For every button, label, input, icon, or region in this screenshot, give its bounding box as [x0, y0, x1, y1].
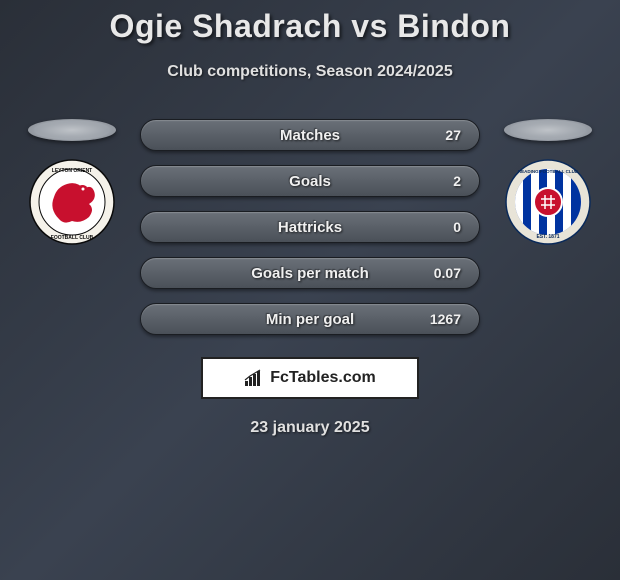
stat-right-value: 1267 [421, 311, 461, 327]
attribution-text: FcTables.com [270, 369, 376, 387]
stat-right-value: 2 [421, 173, 461, 189]
stats-area: LEYTON ORIENT FOOTBALL CLUB Matches 27 G… [0, 119, 620, 335]
subtitle: Club competitions, Season 2024/2025 [0, 63, 620, 81]
stat-row-hattricks: Hattricks 0 [140, 211, 480, 243]
svg-text:FOOTBALL CLUB: FOOTBALL CLUB [51, 235, 94, 241]
stat-right-value: 0.07 [421, 265, 461, 281]
reading-badge: READING FOOTBALL CLUB EST. 1871 [505, 159, 591, 245]
left-player-col: LEYTON ORIENT FOOTBALL CLUB [22, 119, 122, 245]
stat-row-goals-per-match: Goals per match 0.07 [140, 257, 480, 289]
svg-text:READING FOOTBALL CLUB: READING FOOTBALL CLUB [518, 169, 579, 174]
club-crest-right-icon: READING FOOTBALL CLUB EST. 1871 [505, 159, 591, 245]
attribution-box[interactable]: FcTables.com [201, 357, 419, 399]
date-label: 23 january 2025 [0, 419, 620, 437]
stat-label: Hattricks [278, 219, 342, 236]
svg-text:EST. 1871: EST. 1871 [536, 234, 559, 240]
stat-right-value: 27 [421, 127, 461, 143]
player-shadow-left [28, 119, 116, 141]
leyton-orient-badge: LEYTON ORIENT FOOTBALL CLUB [29, 159, 115, 245]
bar-chart-icon [244, 369, 264, 387]
stat-rows: Matches 27 Goals 2 Hattricks 0 Goals per… [140, 119, 480, 335]
right-player-col: READING FOOTBALL CLUB EST. 1871 [498, 119, 598, 245]
stat-row-goals: Goals 2 [140, 165, 480, 197]
stat-label: Min per goal [266, 311, 354, 328]
stat-label: Goals [289, 173, 331, 190]
stat-label: Goals per match [251, 265, 369, 282]
player-shadow-right [504, 119, 592, 141]
stat-label: Matches [280, 127, 340, 144]
svg-text:LEYTON ORIENT: LEYTON ORIENT [52, 168, 92, 174]
club-crest-left-icon: LEYTON ORIENT FOOTBALL CLUB [29, 159, 115, 245]
page-title: Ogie Shadrach vs Bindon [0, 8, 620, 45]
stat-row-min-per-goal: Min per goal 1267 [140, 303, 480, 335]
stat-row-matches: Matches 27 [140, 119, 480, 151]
comparison-card: Ogie Shadrach vs Bindon Club competition… [0, 0, 620, 437]
stat-right-value: 0 [421, 219, 461, 235]
